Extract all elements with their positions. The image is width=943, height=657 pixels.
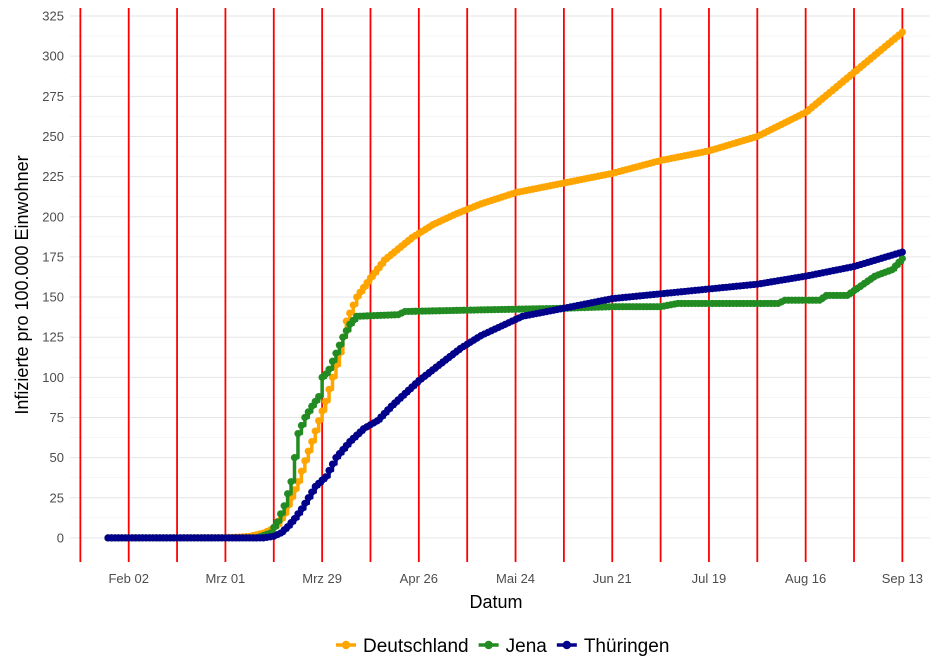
data-point bbox=[315, 417, 323, 425]
legend-item: Deutschland bbox=[336, 636, 469, 657]
y-tick-label: 125 bbox=[42, 330, 64, 345]
data-point bbox=[301, 499, 309, 507]
data-point bbox=[325, 466, 333, 475]
data-point bbox=[311, 427, 319, 435]
y-tick-label: 25 bbox=[50, 490, 64, 505]
y-tick-label: 300 bbox=[42, 49, 64, 64]
data-point bbox=[339, 333, 347, 341]
legend-key-point bbox=[562, 640, 572, 650]
series-line bbox=[107, 32, 905, 540]
legend-key-point bbox=[484, 640, 493, 650]
data-point bbox=[335, 341, 343, 349]
data-point bbox=[273, 518, 281, 526]
y-tick-label: 325 bbox=[42, 9, 64, 24]
data-point bbox=[898, 28, 906, 36]
data-point bbox=[304, 408, 312, 416]
data-point bbox=[270, 523, 278, 532]
legend: Deutschland Jena Thüringen bbox=[336, 636, 669, 657]
y-axis: 0 25 50 75 100 125 150 175 200 225 250 275 300 325 bbox=[42, 9, 64, 546]
data-point bbox=[308, 437, 316, 446]
data-point bbox=[328, 460, 337, 468]
data-point bbox=[342, 327, 350, 335]
data-point bbox=[308, 488, 316, 496]
y-tick-label: 150 bbox=[42, 290, 64, 305]
legend-label: Thüringen bbox=[584, 636, 670, 657]
data-point bbox=[898, 248, 906, 256]
data-point bbox=[321, 473, 330, 481]
data-point bbox=[346, 309, 354, 317]
data-point bbox=[280, 502, 288, 510]
data-point bbox=[325, 385, 333, 393]
series-th-ringen bbox=[104, 248, 906, 542]
x-tick-label: Mrz 01 bbox=[206, 571, 246, 586]
data-point bbox=[277, 510, 285, 518]
y-tick-label: 75 bbox=[50, 410, 64, 425]
data-point bbox=[297, 467, 306, 475]
data-point bbox=[290, 454, 299, 462]
vertical-markers bbox=[79, 8, 904, 562]
legend-label: Deutschland bbox=[363, 636, 469, 657]
data-point bbox=[287, 478, 295, 486]
y-axis-title: Infizierte pro 100.000 Einwohner bbox=[12, 155, 32, 414]
y-tick-label: 275 bbox=[42, 89, 64, 104]
data-point bbox=[349, 301, 357, 309]
data-point bbox=[301, 413, 309, 422]
legend-label: Jena bbox=[506, 636, 548, 657]
x-tick-label: Aug 16 bbox=[785, 571, 826, 586]
x-tick-label: Sep 13 bbox=[882, 571, 923, 586]
y-tick-label: 175 bbox=[42, 249, 64, 264]
data-point bbox=[328, 357, 337, 365]
x-tick-label: Jun 21 bbox=[593, 571, 632, 586]
data-point bbox=[297, 505, 306, 513]
x-tick-label: Apr 26 bbox=[400, 571, 438, 586]
y-tick-label: 250 bbox=[42, 129, 64, 144]
x-tick-label: Jul 19 bbox=[692, 571, 727, 586]
data-point bbox=[301, 457, 309, 465]
y-tick-label: 200 bbox=[42, 209, 64, 224]
series-layer bbox=[104, 28, 906, 542]
legend-key-point bbox=[341, 640, 351, 650]
y-tick-label: 225 bbox=[42, 169, 64, 184]
data-point bbox=[321, 397, 330, 406]
data-point bbox=[297, 421, 306, 430]
data-point bbox=[283, 490, 292, 498]
x-axis: Feb 02 Mrz 01 Mrz 29 Apr 26 Mai 24 Jun 21 Jul … bbox=[108, 571, 922, 586]
data-point bbox=[304, 494, 312, 502]
legend-item: Thüringen bbox=[556, 636, 670, 657]
x-tick-label: Mai 24 bbox=[496, 571, 535, 586]
data-point bbox=[315, 393, 323, 401]
x-tick-label: Feb 02 bbox=[108, 571, 148, 586]
data-point bbox=[294, 429, 302, 438]
data-point bbox=[304, 447, 312, 455]
data-point bbox=[898, 254, 906, 263]
x-tick-label: Mrz 29 bbox=[302, 571, 342, 586]
y-tick-label: 100 bbox=[42, 370, 64, 385]
y-tick-label: 0 bbox=[57, 530, 64, 545]
legend-item: Jena bbox=[478, 636, 548, 657]
series-line bbox=[107, 251, 905, 540]
y-tick-label: 50 bbox=[50, 450, 64, 465]
data-point bbox=[325, 365, 333, 373]
data-point bbox=[332, 349, 340, 357]
data-point bbox=[318, 407, 326, 415]
data-point bbox=[328, 373, 337, 381]
x-axis-title: Datum bbox=[469, 592, 522, 612]
